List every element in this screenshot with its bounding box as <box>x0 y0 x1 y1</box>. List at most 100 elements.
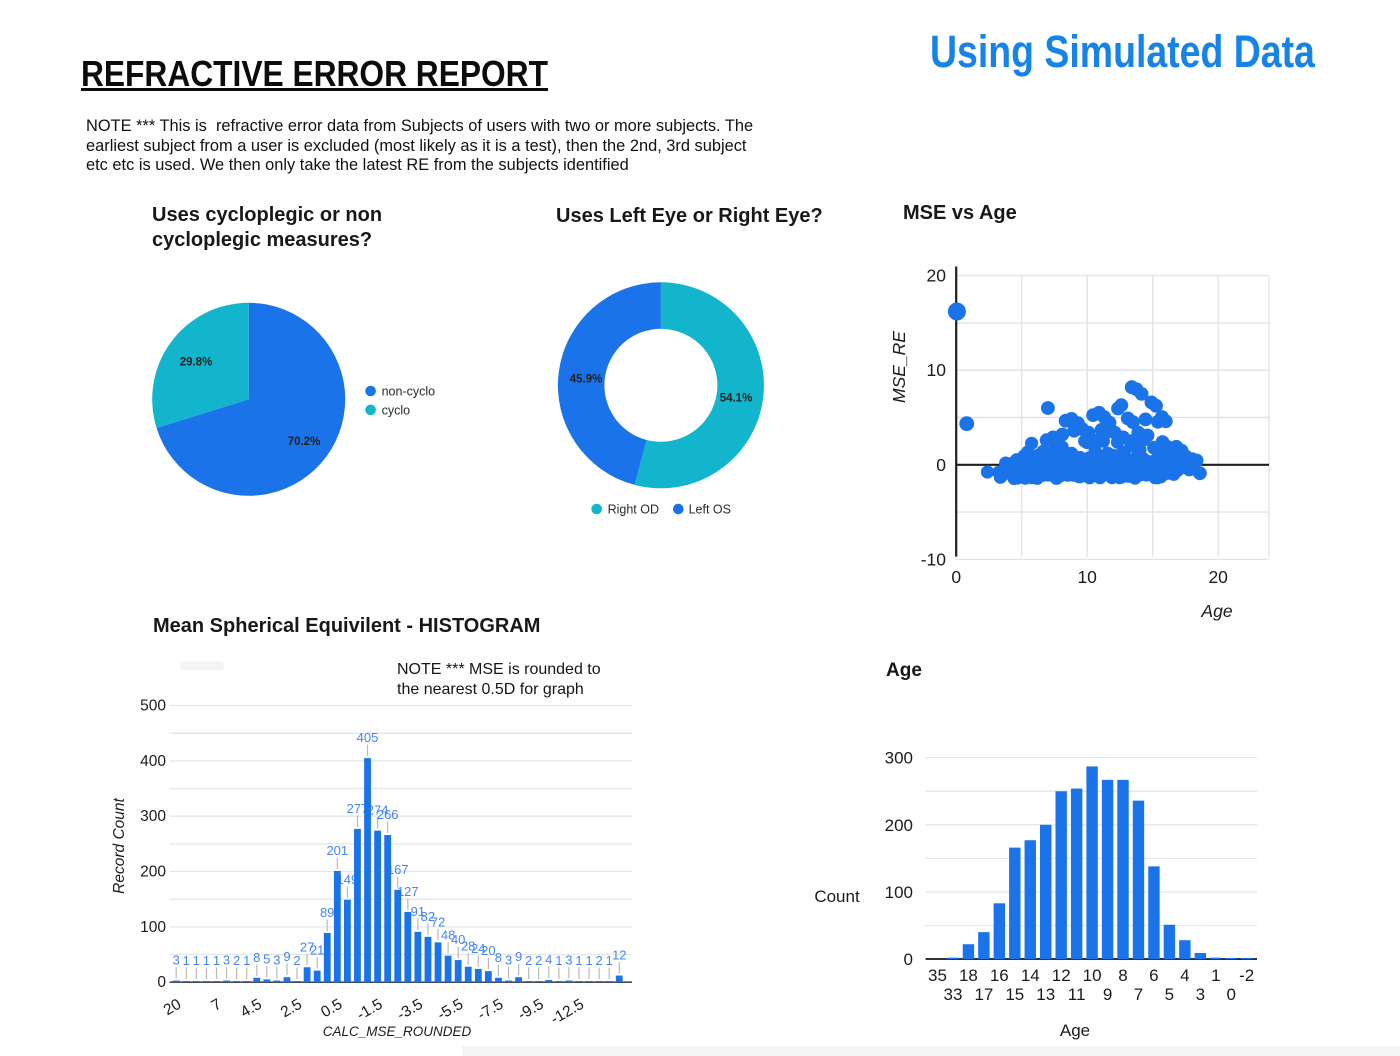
svg-text:300: 300 <box>885 749 913 768</box>
svg-text:5: 5 <box>1165 985 1174 1004</box>
svg-text:1: 1 <box>193 953 200 968</box>
svg-text:70.2%: 70.2% <box>288 436 321 448</box>
svg-text:33: 33 <box>944 985 963 1004</box>
svg-text:4: 4 <box>1180 966 1189 985</box>
svg-text:16: 16 <box>990 966 1009 985</box>
svg-text:-2: -2 <box>1239 966 1254 985</box>
svg-text:100: 100 <box>885 883 913 902</box>
svg-text:266: 266 <box>377 807 399 822</box>
svg-text:2: 2 <box>293 953 300 968</box>
svg-text:27: 27 <box>300 939 314 954</box>
svg-text:45.9%: 45.9% <box>570 374 603 386</box>
svg-text:100: 100 <box>140 919 166 936</box>
svg-text:0: 0 <box>936 455 946 475</box>
svg-text:1: 1 <box>575 953 582 968</box>
svg-text:-5.5: -5.5 <box>435 996 467 1024</box>
svg-text:17: 17 <box>974 985 993 1004</box>
svg-text:20: 20 <box>927 266 947 286</box>
svg-text:274: 274 <box>367 803 389 818</box>
svg-text:-9.5: -9.5 <box>515 996 547 1024</box>
svg-text:8: 8 <box>495 950 502 965</box>
svg-text:200: 200 <box>140 864 166 881</box>
svg-text:3: 3 <box>565 953 572 968</box>
svg-text:2: 2 <box>233 953 240 968</box>
svg-text:1: 1 <box>1211 966 1220 985</box>
svg-text:91: 91 <box>411 904 425 919</box>
svg-text:12: 12 <box>612 948 626 963</box>
svg-text:48: 48 <box>441 928 455 943</box>
svg-text:20: 20 <box>1208 567 1228 587</box>
svg-text:1: 1 <box>243 953 250 968</box>
svg-text:Record Count: Record Count <box>111 797 128 893</box>
svg-text:0.5: 0.5 <box>318 996 345 1022</box>
svg-text:200: 200 <box>885 816 913 835</box>
svg-text:9: 9 <box>515 949 522 964</box>
svg-text:21: 21 <box>310 943 324 958</box>
svg-text:Left OS: Left OS <box>689 503 731 517</box>
svg-text:-12.5: -12.5 <box>548 996 587 1028</box>
svg-text:89: 89 <box>320 905 334 920</box>
svg-text:54.1%: 54.1% <box>720 393 753 405</box>
svg-text:1: 1 <box>203 953 210 968</box>
svg-text:500: 500 <box>140 698 166 715</box>
svg-text:9: 9 <box>283 949 290 964</box>
svg-text:3: 3 <box>1196 985 1205 1004</box>
svg-text:1: 1 <box>585 953 592 968</box>
svg-text:300: 300 <box>140 808 166 825</box>
svg-text:8: 8 <box>253 950 260 965</box>
svg-text:40: 40 <box>451 932 465 947</box>
svg-text:18: 18 <box>959 966 978 985</box>
svg-text:149: 149 <box>337 872 359 887</box>
svg-text:Right OD: Right OD <box>608 503 659 517</box>
svg-text:2.5: 2.5 <box>278 996 305 1022</box>
svg-text:35: 35 <box>928 966 947 985</box>
svg-text:10: 10 <box>927 360 947 380</box>
svg-text:13: 13 <box>1036 985 1055 1004</box>
svg-text:1: 1 <box>183 953 190 968</box>
svg-text:7: 7 <box>1134 985 1143 1004</box>
svg-text:167: 167 <box>387 862 409 877</box>
svg-text:15: 15 <box>1005 985 1024 1004</box>
svg-text:127: 127 <box>397 884 419 899</box>
svg-text:405: 405 <box>357 730 379 745</box>
svg-text:3: 3 <box>223 953 230 968</box>
svg-text:29.8%: 29.8% <box>180 357 213 369</box>
svg-text:0: 0 <box>951 567 961 587</box>
svg-text:4.5: 4.5 <box>238 996 265 1022</box>
svg-text:6: 6 <box>1149 966 1158 985</box>
svg-text:0: 0 <box>1226 985 1235 1004</box>
svg-text:9: 9 <box>1103 985 1112 1004</box>
svg-text:-7.5: -7.5 <box>475 996 507 1024</box>
svg-text:4: 4 <box>545 952 552 967</box>
svg-text:82: 82 <box>421 909 435 924</box>
svg-text:1: 1 <box>213 953 220 968</box>
svg-text:-10: -10 <box>921 549 947 569</box>
svg-text:201: 201 <box>326 843 348 858</box>
svg-text:1: 1 <box>555 953 562 968</box>
svg-text:MSE_RE: MSE_RE <box>889 331 909 403</box>
svg-text:7: 7 <box>209 996 225 1015</box>
svg-text:0: 0 <box>157 974 166 991</box>
svg-text:5: 5 <box>263 951 270 966</box>
svg-text:CALC_MSE_ROUNDED: CALC_MSE_ROUNDED <box>323 1024 472 1039</box>
svg-text:3: 3 <box>273 953 280 968</box>
svg-text:Count: Count <box>814 887 860 906</box>
svg-text:20: 20 <box>161 996 185 1020</box>
svg-text:400: 400 <box>140 753 166 770</box>
svg-text:277: 277 <box>347 801 369 816</box>
svg-text:Age: Age <box>1200 601 1232 621</box>
svg-text:2: 2 <box>525 953 532 968</box>
svg-text:20: 20 <box>481 943 495 958</box>
svg-text:0: 0 <box>904 950 913 969</box>
svg-text:10: 10 <box>1077 567 1097 587</box>
svg-text:Age: Age <box>1060 1021 1090 1040</box>
svg-text:24: 24 <box>471 941 485 956</box>
svg-text:28: 28 <box>461 939 475 954</box>
svg-text:3: 3 <box>173 953 180 968</box>
svg-text:1: 1 <box>606 953 613 968</box>
svg-text:2: 2 <box>595 953 602 968</box>
svg-text:8: 8 <box>1118 966 1127 985</box>
svg-text:non-cyclo: non-cyclo <box>382 385 436 399</box>
svg-text:72: 72 <box>431 914 445 929</box>
svg-text:11: 11 <box>1068 985 1086 1004</box>
